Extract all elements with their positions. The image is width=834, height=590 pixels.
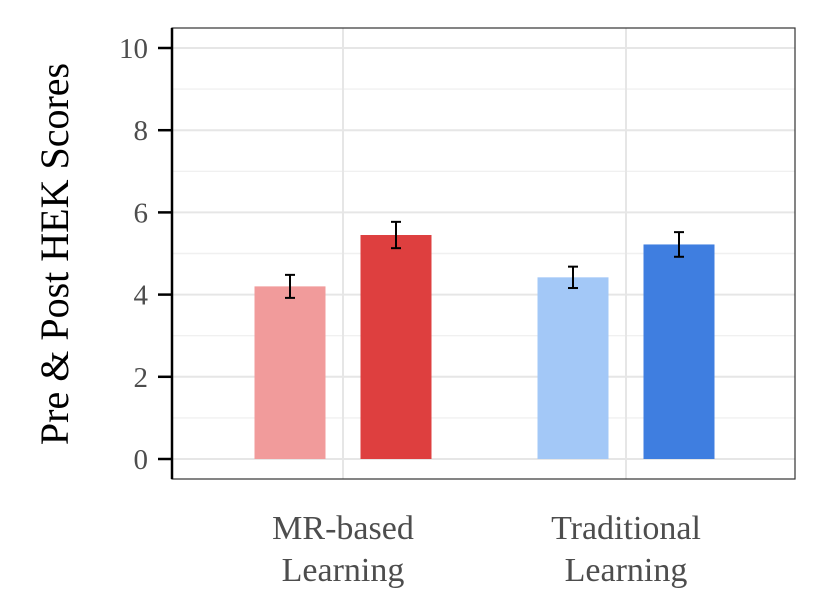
x-tick-label-line1: MR-based xyxy=(272,510,414,547)
x-tick-label-line2: Learning xyxy=(565,552,688,589)
x-axis: MR-based Learning Traditional Learning xyxy=(272,510,701,589)
bar-post xyxy=(360,235,432,459)
y-axis: 0 2 4 6 8 10 xyxy=(119,28,174,479)
bar-pre xyxy=(254,286,326,459)
y-tick-label: 0 xyxy=(134,444,149,476)
bar-pre xyxy=(537,277,609,459)
y-tick-label: 10 xyxy=(119,33,148,65)
y-tick-label: 6 xyxy=(134,197,149,229)
y-tick-label: 8 xyxy=(134,115,149,147)
y-tick-label: 2 xyxy=(134,362,149,394)
bars xyxy=(254,235,715,459)
bar-post xyxy=(643,244,715,459)
error-bars xyxy=(285,220,684,299)
x-tick-label-line2: Learning xyxy=(282,552,405,589)
x-tick-label-line1: Traditional xyxy=(551,510,701,547)
y-axis-label: Pre & Post HEK Scores xyxy=(32,63,77,445)
y-tick-label: 4 xyxy=(134,280,149,312)
